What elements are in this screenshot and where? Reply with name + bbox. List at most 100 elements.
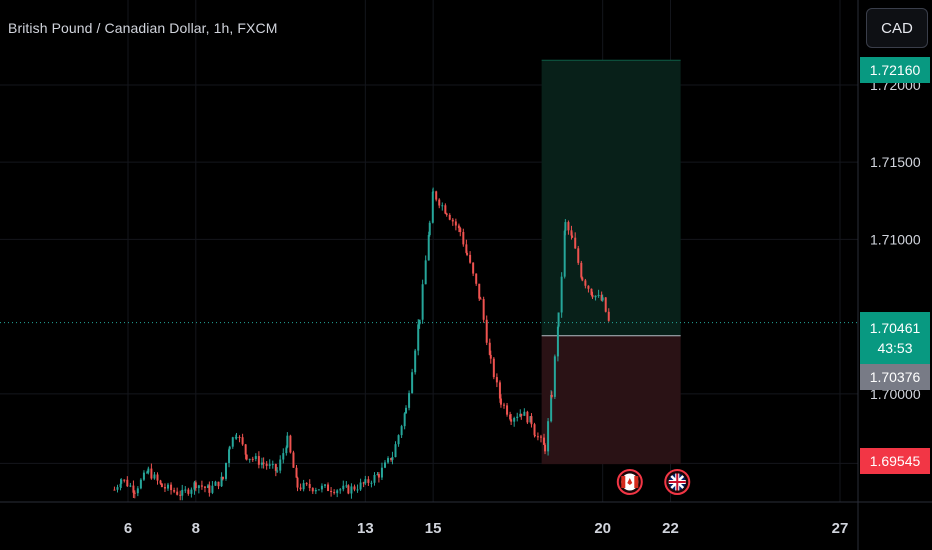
candle-body bbox=[574, 237, 577, 249]
candle-body bbox=[268, 464, 271, 466]
x-tick-label: 15 bbox=[425, 520, 442, 537]
candle-body bbox=[367, 479, 370, 483]
candle-body bbox=[529, 416, 532, 423]
candle-body bbox=[142, 472, 145, 480]
candle-body bbox=[333, 492, 336, 494]
candle-body bbox=[139, 479, 142, 489]
candle-body bbox=[132, 485, 135, 493]
candle-body bbox=[356, 489, 359, 491]
bar-countdown: 43:53 bbox=[877, 340, 913, 356]
candle-body bbox=[472, 262, 475, 274]
candle-body bbox=[485, 319, 488, 343]
candle-body bbox=[523, 411, 526, 416]
candle-body bbox=[342, 485, 345, 490]
candle-body bbox=[241, 437, 244, 445]
candle-body bbox=[276, 470, 279, 472]
candle-body bbox=[260, 462, 263, 465]
candle-body bbox=[257, 456, 260, 465]
candle-body bbox=[503, 404, 506, 406]
candle-body bbox=[451, 219, 454, 222]
candle-body bbox=[590, 288, 593, 295]
candle-body bbox=[317, 489, 320, 491]
candle-body bbox=[539, 436, 542, 438]
candle-body bbox=[208, 485, 211, 493]
x-tick-label: 6 bbox=[124, 520, 132, 537]
candle-body bbox=[519, 413, 522, 417]
candle-body bbox=[262, 462, 265, 464]
event-markers bbox=[616, 469, 691, 495]
candle-body bbox=[228, 449, 231, 463]
candle-body bbox=[145, 472, 148, 474]
x-tick-label: 8 bbox=[192, 520, 200, 537]
candle-body bbox=[373, 474, 376, 483]
candle-body bbox=[339, 489, 342, 491]
candle-body bbox=[377, 474, 380, 478]
candle-body bbox=[526, 411, 529, 423]
candle-body bbox=[513, 417, 516, 422]
candle-body bbox=[488, 342, 491, 355]
x-tick-label: 27 bbox=[832, 520, 849, 537]
candle-body bbox=[570, 230, 573, 236]
candle-body bbox=[411, 372, 414, 394]
candle-body bbox=[591, 294, 594, 298]
candle-body bbox=[478, 283, 481, 299]
x-tick-label: 22 bbox=[662, 520, 679, 537]
candle-body bbox=[347, 485, 350, 494]
candle-body bbox=[417, 324, 420, 351]
candle-body bbox=[282, 453, 285, 460]
candle-body bbox=[394, 444, 397, 458]
candle-body bbox=[295, 467, 298, 478]
current-price: 1.70461 bbox=[869, 320, 921, 336]
current-price-tag: 1.70461 43:53 bbox=[860, 312, 930, 364]
candle-body bbox=[197, 485, 200, 489]
candle-body bbox=[462, 232, 465, 245]
candle-body bbox=[193, 482, 196, 490]
candle-body bbox=[563, 230, 566, 277]
candle-body bbox=[431, 192, 434, 223]
candle-body bbox=[238, 437, 241, 439]
candle-body bbox=[279, 459, 282, 471]
canada-flag-icon[interactable] bbox=[616, 469, 643, 495]
candle-body bbox=[160, 483, 163, 488]
candle-body bbox=[251, 458, 254, 460]
x-tick-label: 13 bbox=[357, 520, 374, 537]
candle-body bbox=[126, 479, 129, 487]
candle-body bbox=[214, 481, 217, 486]
candle-body bbox=[221, 476, 224, 479]
candle-body bbox=[203, 486, 206, 488]
currency-button[interactable]: CAD bbox=[866, 8, 928, 48]
candle-body bbox=[350, 486, 353, 494]
candle-body bbox=[567, 222, 570, 231]
candle-body bbox=[296, 477, 299, 488]
candle-body bbox=[235, 437, 238, 439]
candle-body bbox=[353, 486, 356, 490]
x-axis: 6 8 13 15 20 22 27 bbox=[124, 520, 849, 537]
uk-flag-icon[interactable] bbox=[664, 469, 691, 495]
candle-body bbox=[405, 407, 408, 414]
candle-body bbox=[327, 484, 330, 491]
candle-body bbox=[454, 221, 457, 226]
entry-price-tag: 1.70376 bbox=[860, 364, 930, 390]
candle-body bbox=[311, 488, 314, 492]
candle-body bbox=[466, 252, 469, 255]
candle-body bbox=[441, 205, 444, 207]
stop-price-tag: 1.69545 bbox=[860, 448, 930, 474]
candle-body bbox=[323, 484, 326, 486]
candle-body bbox=[150, 468, 153, 479]
candle-body bbox=[285, 447, 288, 454]
candle-body bbox=[220, 476, 223, 487]
candle-body bbox=[520, 413, 523, 416]
candle-body bbox=[207, 485, 210, 488]
y-tick-label: 1.71500 bbox=[870, 154, 921, 170]
candle-body bbox=[265, 463, 268, 466]
candle-body bbox=[403, 413, 406, 427]
candle-body bbox=[584, 280, 587, 286]
candle-body bbox=[435, 191, 438, 200]
y-tick-label: 1.71000 bbox=[870, 231, 921, 247]
position-zones bbox=[541, 59, 681, 465]
candle-body bbox=[156, 474, 159, 481]
candle-body bbox=[580, 262, 583, 278]
candle-body bbox=[414, 350, 417, 373]
target-price-tag: 1.72160 bbox=[860, 57, 930, 83]
